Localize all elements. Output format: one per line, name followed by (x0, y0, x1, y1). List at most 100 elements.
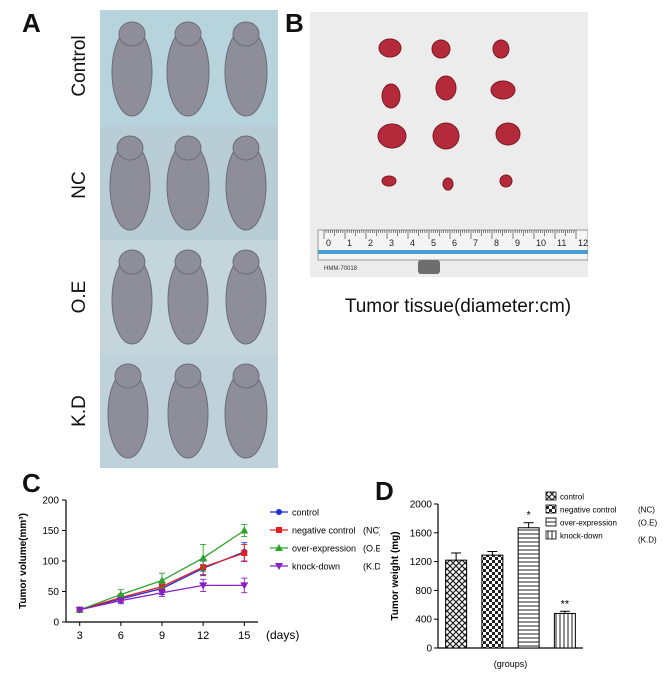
y-axis-label: Tumor volume(mm³) (18, 513, 29, 609)
point-marker (276, 509, 282, 515)
panel-d-letter: D (375, 476, 394, 506)
point-marker (158, 589, 166, 597)
x-tick-label: 15 (238, 630, 250, 642)
bar (517, 527, 540, 649)
bar-knock-down: ** (553, 598, 576, 649)
panel-c-letter: C (22, 468, 41, 498)
ruler (317, 229, 588, 261)
ruler-numbers: 0 1 2 3 4 5 6 7 8 9 10 11 12 (326, 238, 588, 248)
legend-label: control (292, 508, 319, 518)
ruler-number: 8 (494, 238, 499, 248)
legend-item-over-expression: over-expression (O.E) (545, 517, 657, 528)
panel-a-letter: A (22, 8, 41, 38)
row-label-control: Control (69, 35, 90, 97)
mouse-photo-grid (100, 10, 278, 468)
legend-label: negative control (560, 506, 617, 515)
legend-label: knock-down (292, 562, 340, 572)
legend-item-negative-control: negative control (NC) (545, 504, 655, 515)
bar-over-expression: * (517, 510, 540, 649)
point-marker (199, 553, 208, 561)
legend-label: control (560, 493, 584, 502)
point-marker (240, 526, 249, 534)
row-label-kd: K.D (69, 395, 90, 427)
legend-item-negative-control: negative control (NC) (270, 526, 380, 536)
legend-item-knock-down: knock-down (K.D) (270, 562, 380, 572)
y-tick-label: 50 (48, 587, 60, 598)
x-tick-label: 9 (159, 630, 165, 642)
row-label-oe: O.E (69, 280, 90, 314)
point-marker (199, 582, 208, 590)
y-tick-label: 1600 (410, 528, 433, 539)
legend-suffix: (O.E) (638, 519, 657, 528)
point-marker (275, 544, 283, 551)
ruler-stripe (318, 250, 588, 254)
ruler-number: 4 (410, 238, 415, 248)
bar (481, 554, 504, 649)
series-line (79, 529, 245, 611)
y-tick-label: 2000 (410, 500, 433, 511)
ruler-clip (418, 260, 440, 274)
legend-suffix: (NC) (638, 506, 655, 515)
y-tick-label: 150 (42, 526, 59, 537)
tumor-tissue-photo: 0 1 2 3 4 5 6 7 8 9 10 11 12 HMM-70018 (310, 12, 588, 277)
ruler-number: 10 (536, 238, 546, 248)
y-axis-label: Tumor weight (mg) (390, 531, 401, 620)
bar-control (445, 552, 468, 649)
ruler-number: 2 (368, 238, 373, 248)
ruler-number: 7 (473, 238, 478, 248)
y-tick-label: 0 (53, 618, 59, 629)
point-marker (116, 590, 125, 598)
significance-label: ** (561, 598, 570, 610)
y-tick-label: 800 (415, 586, 432, 597)
row-label-nc: NC (69, 171, 90, 199)
ruler-number: 11 (557, 238, 566, 248)
legend-swatch (545, 491, 557, 501)
point-marker (116, 597, 125, 605)
ruler-brand-label: HMM-70018 (324, 266, 358, 272)
ruler-number: 6 (452, 238, 457, 248)
series-over-expression (75, 523, 249, 613)
point-marker (275, 563, 283, 570)
ruler-number: 5 (431, 238, 436, 248)
ruler-number: 1 (347, 238, 352, 248)
bar (445, 559, 468, 649)
legend-label: over-expression (560, 519, 617, 528)
tumor-weight-chart: 0 400 800 1200 1600 2000 Tumor weight (mg) (gro… (390, 491, 657, 669)
ruler-number: 12 (578, 238, 588, 248)
y-tick-label: 1200 (410, 557, 433, 568)
legend-swatch (545, 517, 557, 527)
tumor-samples (377, 38, 521, 191)
bar (553, 612, 576, 649)
y-tick-label: 200 (42, 496, 59, 507)
legend-swatch (545, 530, 557, 540)
legend-swatch (545, 504, 557, 514)
tumor-volume-chart: 0 50 100 150 200 3 6 9 12 15 (days) Tumor volume(mm… (18, 496, 380, 643)
ruler-ticks (323, 230, 577, 239)
point-marker (276, 527, 282, 533)
x-tick-label: 6 (118, 630, 124, 642)
significance-label: * (526, 510, 531, 522)
x-axis-label: (days) (266, 628, 299, 642)
x-axis-label: (groups) (494, 659, 528, 669)
legend-label: knock-down (560, 532, 603, 541)
legend-suffix: (NC) (363, 526, 380, 536)
legend-item-control: control (270, 508, 319, 518)
y-tick-label: 400 (415, 615, 432, 626)
point-marker (158, 576, 166, 584)
legend-label: negative control (292, 526, 356, 536)
mouse-silhouettes (107, 21, 268, 459)
ruler-number: 3 (389, 238, 394, 248)
ruler-number: 0 (326, 238, 331, 248)
legend-label: over-expression (292, 544, 356, 554)
legend-item-control: control (545, 491, 584, 502)
tumor-tissue-caption: Tumor tissue(diameter:cm) (344, 296, 572, 317)
panel-b-letter: B (285, 8, 304, 38)
legend-suffix: (K.D) (363, 562, 380, 572)
ruler-number: 9 (515, 238, 520, 248)
y-tick-label: 0 (426, 644, 432, 655)
bar-negative-control (481, 551, 504, 649)
point-marker (75, 606, 84, 614)
legend-suffix: (O.E) (363, 544, 380, 554)
legend-suffix: (K.D) (638, 536, 657, 545)
x-tick-label: 12 (197, 630, 209, 642)
